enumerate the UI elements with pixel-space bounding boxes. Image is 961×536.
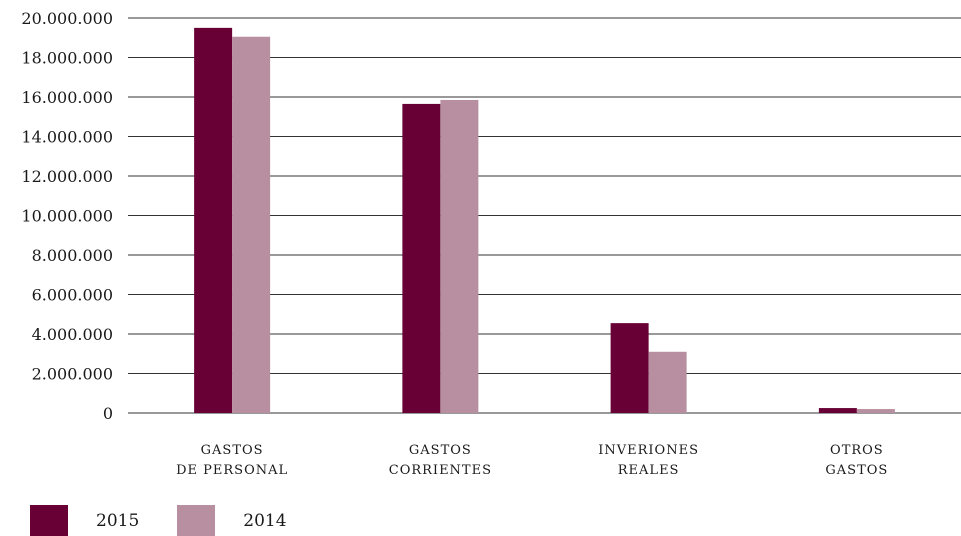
bar-2015-1 [402, 103, 441, 413]
y-tick-label: 4.000.000 [32, 325, 113, 344]
bar-2015-0 [194, 27, 233, 413]
y-tick-label: 0 [103, 404, 113, 423]
x-tick-label: GASTOS [825, 463, 888, 478]
x-tick-label: DE PERSONAL [176, 463, 288, 478]
x-tick-label: GASTOS [201, 443, 264, 458]
legend-label-2014: 2014 [243, 510, 287, 531]
legend-swatch-2015 [30, 505, 68, 536]
x-tick-label: OTROS [830, 443, 884, 458]
y-tick-label: 10.000.000 [21, 207, 113, 226]
x-tick-label: INVERIONES [598, 443, 699, 458]
legend-label-2015: 2015 [96, 510, 140, 531]
legend-swatch-2014 [177, 505, 216, 536]
bar-2014-0 [232, 36, 271, 413]
y-tick-label: 20.000.000 [21, 9, 113, 28]
y-tick-label: 16.000.000 [21, 88, 113, 107]
bar-2015-2 [610, 323, 649, 413]
y-tick-label: 18.000.000 [21, 49, 113, 68]
bar-2014-1 [440, 99, 479, 414]
y-tick-label: 8.000.000 [32, 246, 113, 265]
bar-2014-3 [856, 409, 895, 413]
x-tick-label: GASTOS [409, 443, 472, 458]
y-tick-label: 12.000.000 [21, 167, 113, 186]
x-tick-label: CORRIENTES [389, 463, 492, 478]
legend-item-2015: 2015 [30, 505, 139, 536]
legend-item-2014: 2014 [177, 505, 287, 536]
bar-2014-2 [648, 351, 687, 413]
y-tick-label: 14.000.000 [21, 128, 113, 147]
legend: 2015 2014 [30, 505, 325, 536]
y-tick-label: 6.000.000 [32, 286, 113, 305]
bar-2015-3 [818, 408, 857, 413]
x-tick-label: REALES [618, 463, 680, 478]
bar-chart: 0 2.000.000 4.000.000 6.000.000 8.000.000 10.… [21, 9, 961, 478]
y-tick-label: 2.000.000 [32, 365, 113, 384]
